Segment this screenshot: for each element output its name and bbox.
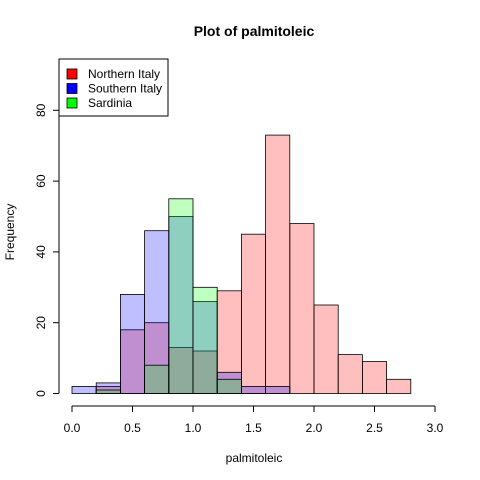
histogram-bar [144,230,170,394]
legend-swatch [66,83,78,94]
histogram-bar [265,385,291,394]
y-axis-label: Frequency [3,204,17,261]
bars-layer [71,134,412,394]
histogram-bar [265,134,291,394]
histogram-bar [289,223,315,394]
chart-title: Plot of palmitoleic [194,23,315,39]
x-tick-label: 1.5 [245,421,262,435]
x-axis-label: palmitoleic [226,451,283,465]
histogram-bar [95,389,121,394]
histogram-bar [240,233,266,394]
histogram-bar [192,286,218,394]
x-tick-label: 1.0 [185,421,202,435]
x-tick-label: 2.0 [306,421,323,435]
x-tick-label: 0.5 [124,421,141,435]
y-axis: 0 20 40 60 80 [34,103,60,397]
x-axis: 0.0 0.5 1.0 1.5 2.0 2.5 3.0 [64,405,444,435]
legend-swatch [66,97,78,109]
histogram-bar [144,364,170,394]
legend-swatch [66,68,78,80]
histogram-bar [120,329,146,394]
y-tick-label: 80 [34,103,48,117]
y-tick-label: 0 [34,390,48,397]
histogram-bar [337,354,363,394]
y-tick-label: 60 [34,174,48,188]
series-northern-italy [95,134,412,394]
histogram-bar [240,385,266,394]
x-tick-label: 0.0 [64,421,81,435]
histogram-bar [168,198,194,394]
y-tick-label: 40 [34,245,48,259]
histogram-bar [168,216,194,394]
legend-label: Sardinia [88,96,132,110]
legend-label: Southern Italy [88,82,162,96]
series-southern-italy [71,216,291,394]
histogram-bar [192,301,218,394]
histogram-bar [71,385,97,394]
histogram-bar [361,361,387,394]
legend-label: Northern Italy [88,67,160,81]
histogram-bar [386,378,412,394]
histogram-bar [216,378,242,394]
x-tick-label: 3.0 [427,421,444,435]
series-sardinia [95,198,242,394]
x-tick-label: 2.5 [366,421,383,435]
histogram-bar [313,304,339,394]
histogram-bar [120,293,146,394]
y-tick-label: 20 [34,316,48,330]
